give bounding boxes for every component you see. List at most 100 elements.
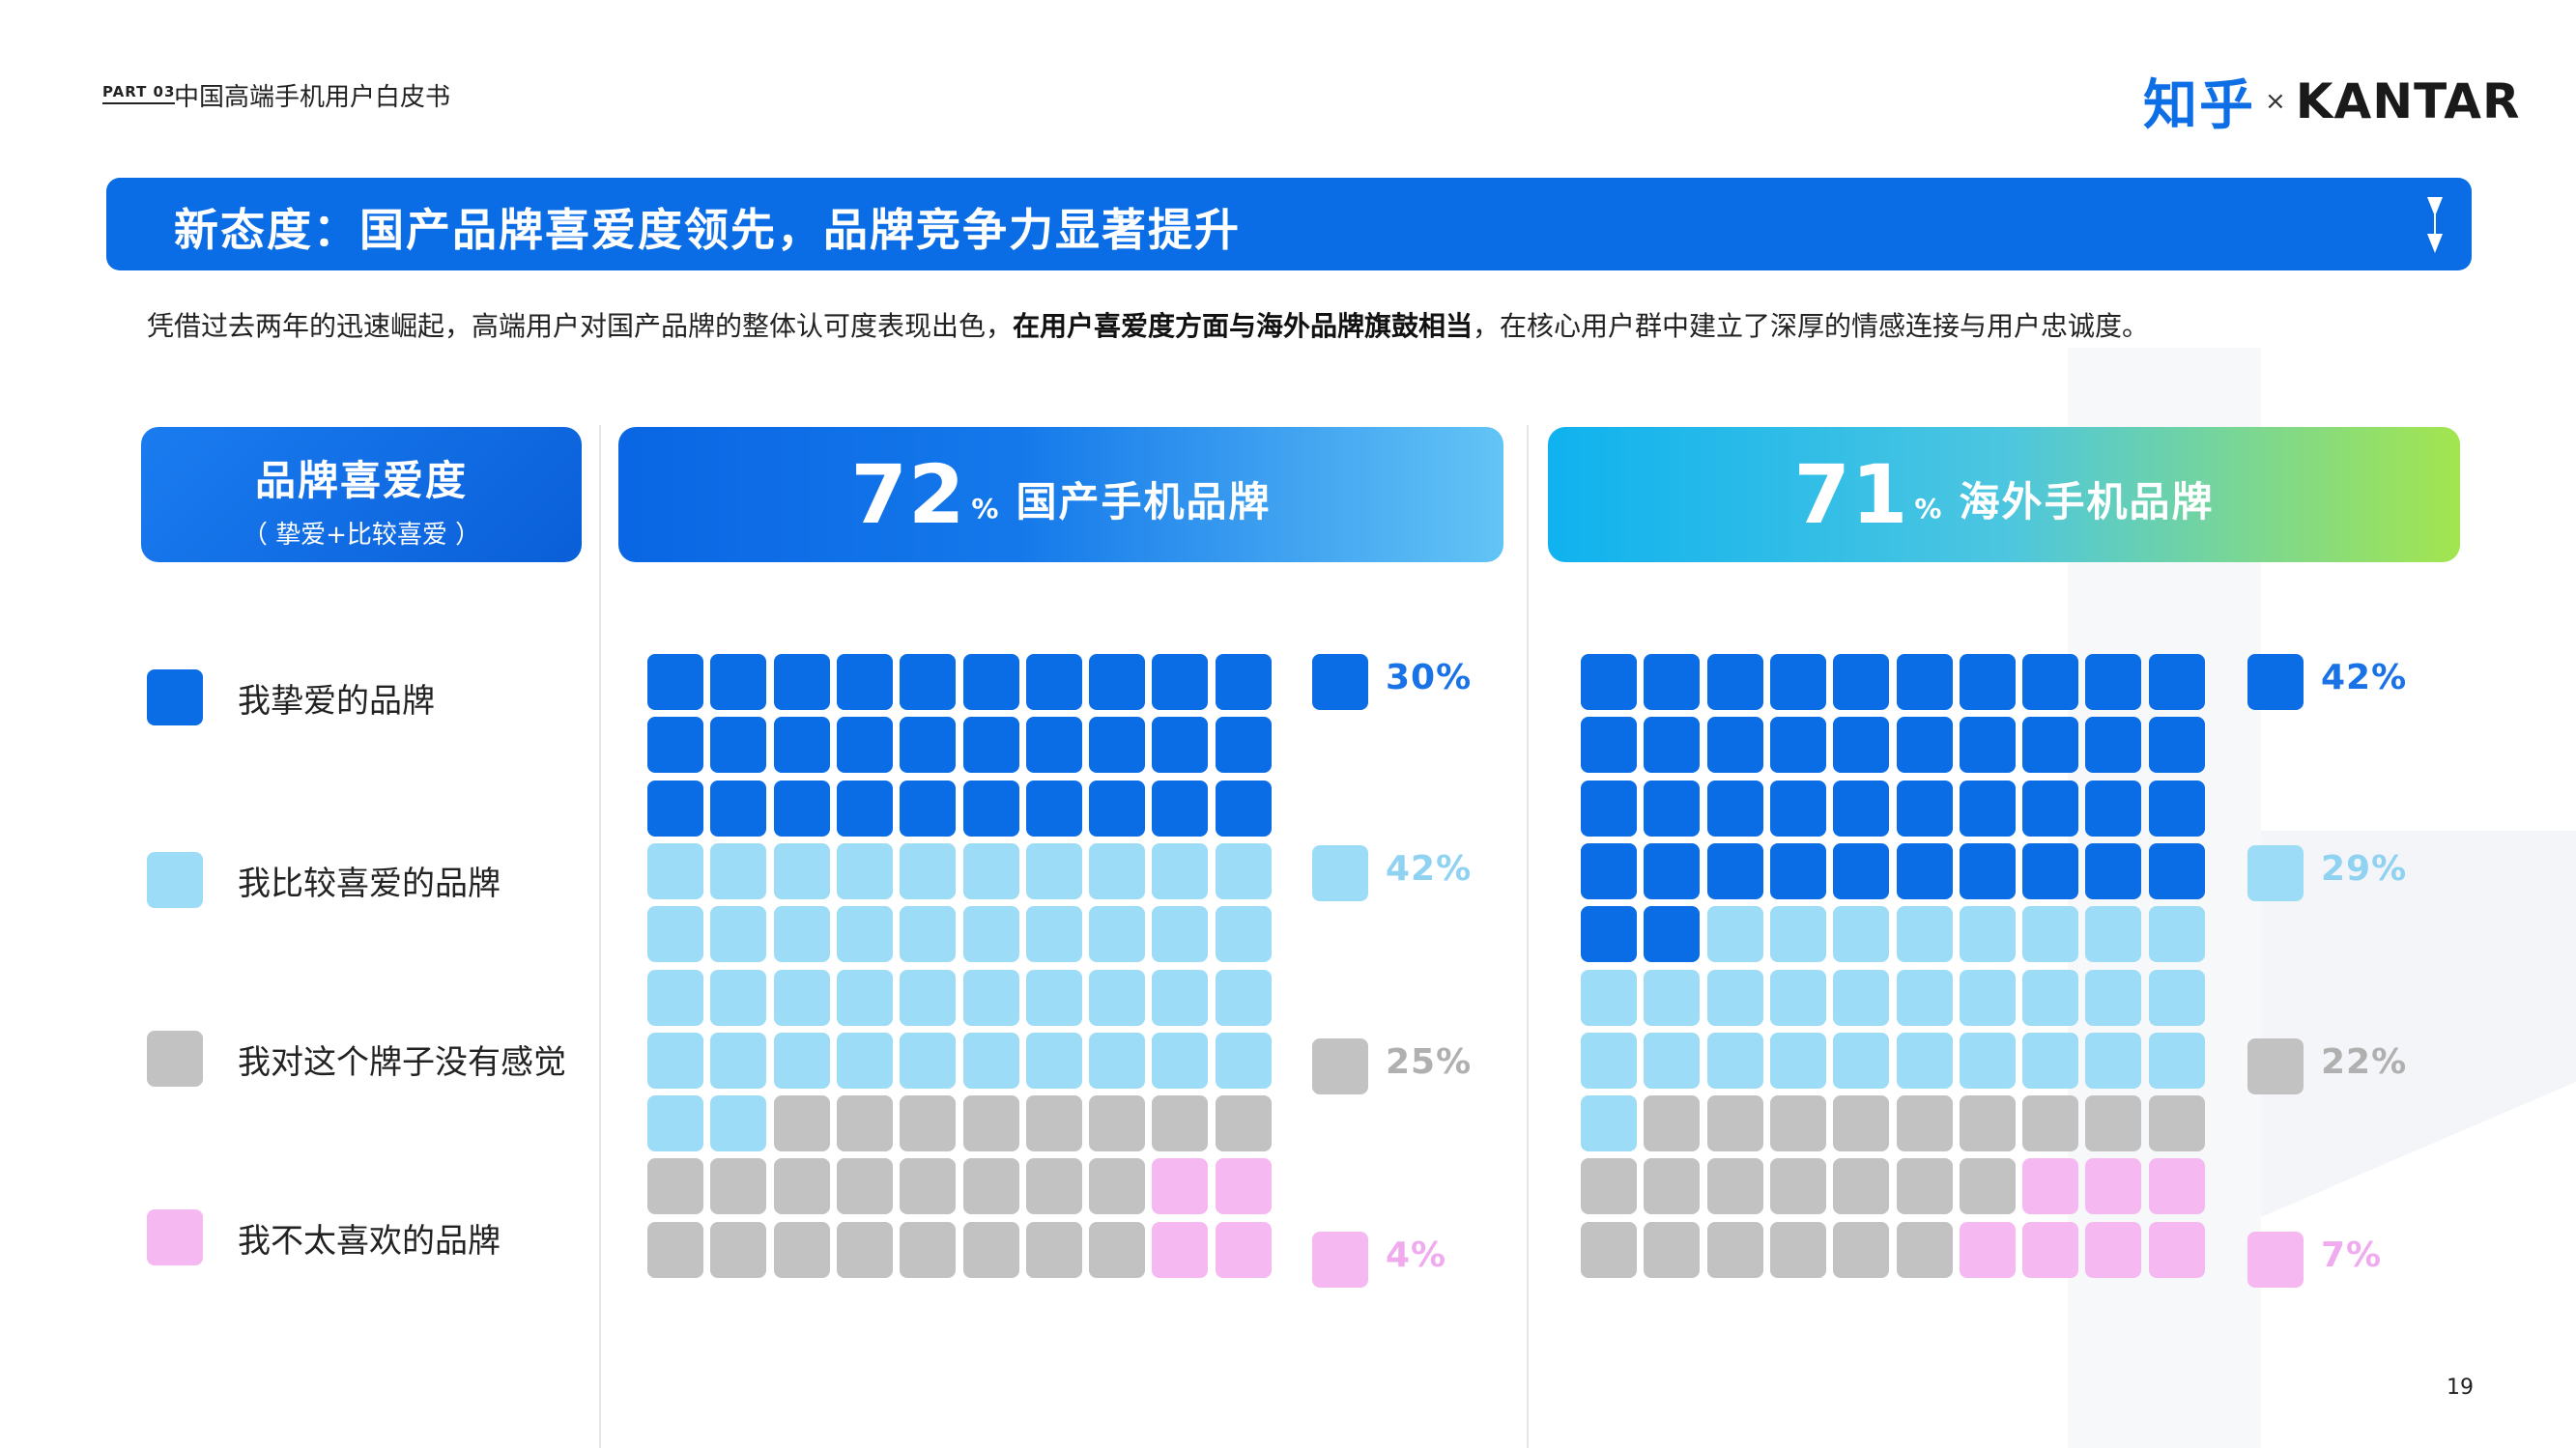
waffle-cell-love xyxy=(1959,717,2016,774)
waffle-cell-like xyxy=(1769,1032,1826,1089)
waffle-cell-love xyxy=(1644,842,1701,899)
column-divider xyxy=(599,425,601,1448)
waffle-cell-love xyxy=(1896,654,1953,710)
domestic-headline-unit: % xyxy=(971,492,999,525)
waffle-cell-love xyxy=(1769,780,1826,837)
legend-item-neutral: 我对这个牌子没有感觉 xyxy=(147,1031,566,1087)
waffle-cell-like xyxy=(710,1032,767,1089)
legend-swatch-neutral xyxy=(147,1031,203,1087)
waffle-cell-neutral xyxy=(1089,1221,1146,1278)
waffle-cell-like xyxy=(1706,906,1763,963)
waffle-cell-neutral xyxy=(900,1158,957,1215)
waffle-cell-love xyxy=(962,654,1019,710)
waffle-cell-love xyxy=(1644,654,1701,710)
waffle-cell-love xyxy=(773,654,830,710)
legend-subtitle: （ 挚爱+比较喜爱 ） xyxy=(242,521,481,550)
percent-label-love: 42% xyxy=(2321,658,2408,697)
waffle-cell-like xyxy=(1769,906,1826,963)
logo-separator: × xyxy=(2265,86,2286,116)
waffle-cell-love xyxy=(1959,654,2016,710)
percent-label-love: 30% xyxy=(1386,658,1473,697)
waffle-cell-like xyxy=(1833,1032,1890,1089)
waffle-cell-neutral xyxy=(1644,1095,1701,1152)
waffle-cell-like xyxy=(1025,1032,1082,1089)
side-swatch-dislike xyxy=(1312,1232,1368,1288)
percent-label-neutral: 22% xyxy=(2321,1042,2408,1082)
waffle-cell-neutral xyxy=(1644,1221,1701,1278)
waffle-cell-love xyxy=(1833,780,1890,837)
waffle-cell-like xyxy=(1215,969,1272,1026)
side-swatch-love xyxy=(2247,654,2304,710)
waffle-cell-like xyxy=(900,906,957,963)
waffle-cell-love xyxy=(1215,717,1272,774)
page-number: 19 xyxy=(2447,1376,2474,1400)
waffle-cell-love xyxy=(900,717,957,774)
side-swatch-love xyxy=(1312,654,1368,710)
intro-text-highlight: 在用户喜爱度方面与海外品牌旗鼓相当 xyxy=(1013,310,1474,342)
waffle-cell-neutral xyxy=(836,1095,893,1152)
waffle-cell-neutral xyxy=(2022,1095,2079,1152)
waffle-cell-like xyxy=(1769,969,1826,1026)
side-swatch-neutral xyxy=(2247,1038,2304,1094)
waffle-cell-dislike xyxy=(1215,1221,1272,1278)
side-swatch-like xyxy=(1312,845,1368,901)
waffle-cell-love xyxy=(1959,842,2016,899)
waffle-cell-like xyxy=(1833,906,1890,963)
legend-swatch-love xyxy=(147,669,203,725)
waffle-cell-like xyxy=(1089,1032,1146,1089)
legend-label: 我对这个牌子没有感觉 xyxy=(238,1042,566,1082)
waffle-cell-like xyxy=(962,969,1019,1026)
waffle-cell-like xyxy=(710,969,767,1026)
waffle-cell-dislike xyxy=(2148,1158,2205,1215)
waffle-cell-love xyxy=(1896,717,1953,774)
waffle-cell-love xyxy=(1215,654,1272,710)
waffle-cell-like xyxy=(647,842,703,899)
waffle-cell-like xyxy=(1152,969,1209,1026)
waffle-cell-love xyxy=(1706,717,1763,774)
waffle-cell-love xyxy=(2022,780,2079,837)
legend-item-love: 我挚爱的品牌 xyxy=(147,669,435,725)
waffle-cell-neutral xyxy=(1706,1158,1763,1215)
waffle-cell-love xyxy=(900,654,957,710)
legend-title: 品牌喜爱度 xyxy=(254,457,468,504)
waffle-cell-like xyxy=(836,969,893,1026)
waffle-cell-like xyxy=(1644,969,1701,1026)
waffle-cell-like xyxy=(1215,1032,1272,1089)
percent-label-dislike: 7% xyxy=(2321,1235,2383,1275)
waffle-cell-like xyxy=(1706,969,1763,1026)
waffle-cell-love xyxy=(962,717,1019,774)
waffle-cell-like xyxy=(1644,1032,1701,1089)
waffle-cell-love xyxy=(1769,654,1826,710)
waffle-cell-neutral xyxy=(1025,1095,1082,1152)
legend-item-dislike: 我不太喜欢的品牌 xyxy=(147,1209,501,1265)
domestic-brand-header: 72 % 国产手机品牌 xyxy=(618,427,1503,562)
waffle-cell-like xyxy=(2085,1032,2142,1089)
waffle-cell-like xyxy=(1959,969,2016,1026)
waffle-cell-like xyxy=(1581,1095,1637,1152)
waffle-cell-love xyxy=(2085,654,2142,710)
waffle-cell-love xyxy=(962,780,1019,837)
side-swatch-dislike xyxy=(2247,1232,2304,1288)
legend-swatch-dislike xyxy=(147,1209,203,1265)
waffle-cell-dislike xyxy=(1152,1221,1209,1278)
waffle-cell-neutral xyxy=(1833,1095,1890,1152)
waffle-cell-dislike xyxy=(1215,1158,1272,1215)
waffle-cell-love xyxy=(647,780,703,837)
waffle-cell-like xyxy=(2022,969,2079,1026)
waffle-cell-like xyxy=(2022,906,2079,963)
foreign-headline-unit: % xyxy=(1914,492,1942,525)
legend-header: 品牌喜爱度 （ 挚爱+比较喜爱 ） xyxy=(141,427,582,562)
waffle-cell-like xyxy=(900,842,957,899)
waffle-cell-neutral xyxy=(647,1158,703,1215)
waffle-cell-neutral xyxy=(1769,1221,1826,1278)
waffle-cell-neutral xyxy=(710,1221,767,1278)
waffle-cell-neutral xyxy=(773,1095,830,1152)
waffle-cell-neutral xyxy=(1215,1095,1272,1152)
waffle-cell-like xyxy=(2148,969,2205,1026)
waffle-cell-like xyxy=(1152,906,1209,963)
waffle-cell-like xyxy=(836,906,893,963)
report-name: 中国高端手机用户白皮书 xyxy=(174,83,451,112)
domestic-headline-value: 72 xyxy=(850,447,966,542)
foreign-brand-title: 海外手机品牌 xyxy=(1959,477,2215,525)
waffle-cell-dislike xyxy=(1152,1158,1209,1215)
